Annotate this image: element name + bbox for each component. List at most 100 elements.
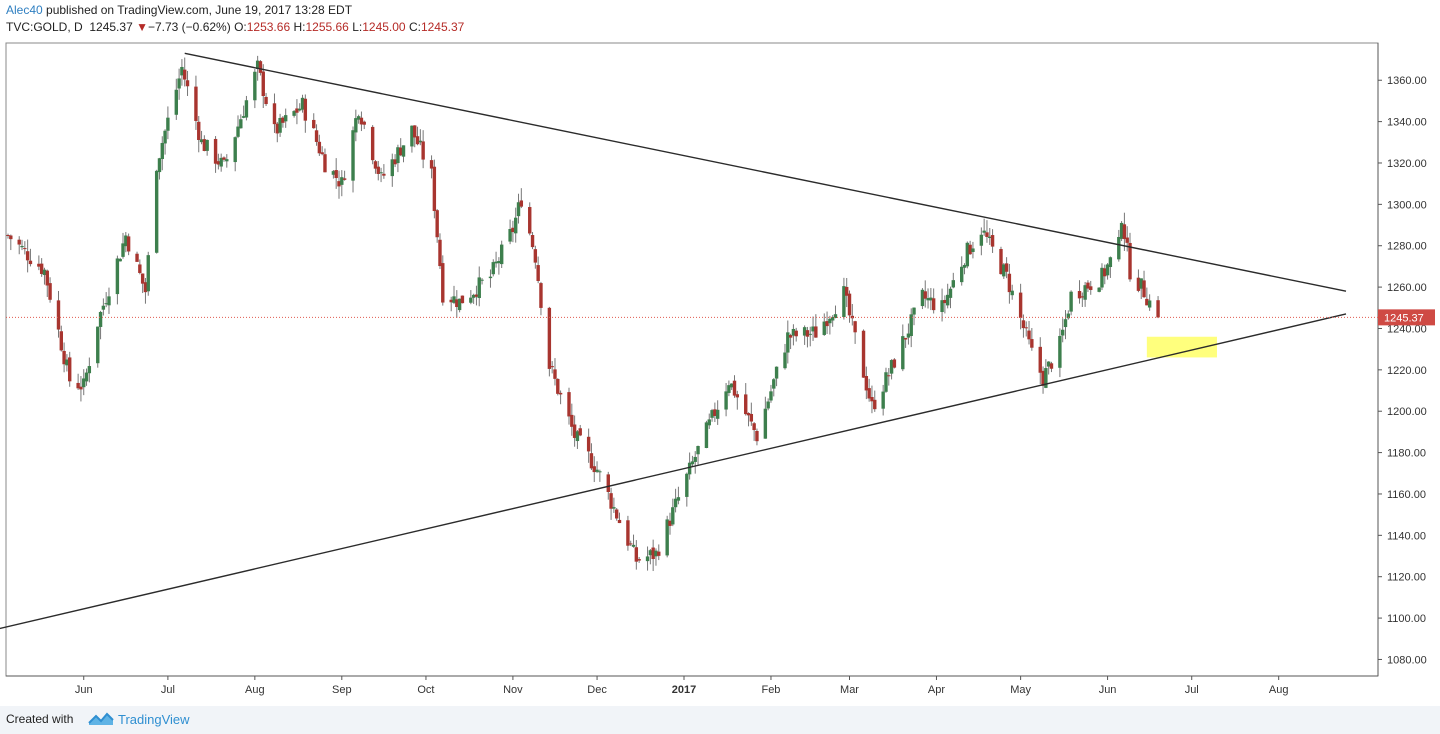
candle-body <box>822 321 826 335</box>
chart-area[interactable]: 1080.00 1100.00 1120.00 1140.00 1160.00 1180.… <box>0 0 1440 706</box>
candle-body <box>320 152 324 155</box>
candle-body <box>763 408 768 439</box>
candle-body <box>1128 242 1132 280</box>
candle-body <box>912 307 916 315</box>
candle-body <box>469 297 473 303</box>
candle-body <box>185 80 190 87</box>
candle-body <box>828 318 832 324</box>
candle-body <box>37 263 41 267</box>
candle-body <box>1004 263 1009 272</box>
candle-body <box>1139 278 1143 289</box>
candle-body <box>631 544 636 547</box>
candle-body <box>1060 329 1065 336</box>
tradingview-brand-link[interactable]: TradingView <box>118 712 190 727</box>
candle-body <box>48 283 52 300</box>
candle-body <box>6 235 10 237</box>
candle-body <box>126 236 131 252</box>
candle-body <box>772 379 776 389</box>
candle-body <box>665 519 669 556</box>
candle-body <box>511 227 515 233</box>
candle-body <box>455 299 459 308</box>
candle-body <box>1083 285 1087 300</box>
candle-body <box>530 235 535 248</box>
x-tick-label: Jun <box>1099 684 1117 696</box>
candle-body <box>1105 264 1110 276</box>
candle-body <box>690 461 695 465</box>
candle-body <box>396 147 400 164</box>
candle-body <box>783 352 787 369</box>
candle-body <box>570 414 574 427</box>
candle-body <box>749 413 754 422</box>
candle-body <box>314 130 319 142</box>
candlestick-chart[interactable]: 1080.00 1100.00 1120.00 1140.00 1160.00 1180.… <box>0 0 1440 706</box>
candle-body <box>415 136 420 145</box>
candle-body <box>146 255 150 292</box>
candle-body <box>84 372 89 382</box>
x-tick-label: Jul <box>161 684 175 696</box>
candle-body <box>497 260 501 264</box>
candle-body <box>399 147 403 156</box>
author-link[interactable]: Alec40 <box>6 3 43 17</box>
candle-body <box>491 262 495 275</box>
candle-body <box>617 519 622 524</box>
candle-body <box>945 294 950 306</box>
candle-body <box>707 419 711 426</box>
candle-body <box>283 115 288 122</box>
candle-body <box>438 239 442 267</box>
y-tick-label: 1200.00 <box>1387 406 1427 418</box>
candle-body <box>805 330 810 337</box>
low-label: L: <box>352 20 363 34</box>
high-label: H: <box>293 20 306 34</box>
candle-body <box>1147 300 1152 308</box>
candle-body <box>586 436 591 452</box>
candle-body <box>687 462 692 475</box>
candle-body <box>873 399 877 410</box>
x-tick-label: May <box>1010 684 1031 696</box>
y-tick-label: 1280.00 <box>1387 241 1427 253</box>
candle-body <box>312 119 316 129</box>
candle-body <box>1097 287 1101 292</box>
candle-body <box>556 378 560 394</box>
candle-body <box>278 117 282 133</box>
candle-body <box>342 178 347 180</box>
candle-body <box>539 283 543 308</box>
candle-body <box>516 202 521 217</box>
candle-body <box>766 401 770 409</box>
candle-body <box>166 117 170 131</box>
candle-body <box>429 160 434 169</box>
candle-body <box>1021 320 1026 329</box>
support-trendline <box>0 313 1347 630</box>
candle-body <box>901 336 905 370</box>
candle-body <box>435 210 439 238</box>
candle-body <box>1080 296 1085 298</box>
y-tick-label: 1140.00 <box>1387 530 1426 542</box>
candle-body <box>710 410 714 418</box>
x-tick-label: Aug <box>245 684 265 696</box>
tradingview-logo-icon[interactable] <box>88 711 114 730</box>
candle-body <box>418 140 423 143</box>
candle-body <box>735 394 740 398</box>
candle-body <box>889 360 894 374</box>
candle-body <box>567 392 571 417</box>
candle-body <box>626 520 630 546</box>
x-tick-label: Jun <box>75 684 93 696</box>
candle-body <box>1136 277 1141 291</box>
candle-body <box>985 232 989 237</box>
candle-body <box>867 388 871 399</box>
candle-body <box>449 299 453 303</box>
candle-body <box>98 311 103 327</box>
candle-body <box>213 138 218 164</box>
x-tick-label: Oct <box>417 684 434 696</box>
y-tick-label: 1080.00 <box>1387 654 1427 666</box>
candle-body <box>943 299 947 304</box>
candle-body <box>373 161 378 169</box>
candle-body <box>370 126 375 161</box>
candle-body <box>292 111 296 116</box>
candle-body <box>1049 363 1054 369</box>
candle-body <box>23 248 27 250</box>
y-tick-label: 1360.00 <box>1387 75 1427 87</box>
candle-body <box>194 86 198 121</box>
candle-body <box>1100 267 1104 288</box>
candle-body <box>1077 291 1082 299</box>
candle-body <box>558 392 563 395</box>
